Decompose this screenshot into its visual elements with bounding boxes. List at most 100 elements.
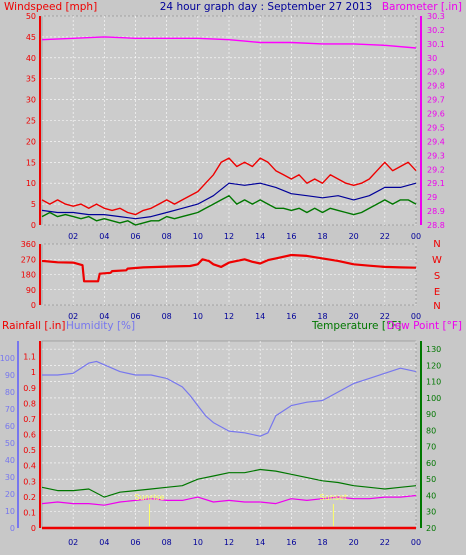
direction-y-tick-label: 270 [21,255,36,264]
direction-x-tick-label: 20 [349,312,359,321]
wind-axis-title: Windspeed [mph] [4,1,97,13]
climate-x-tick-label: 00 [411,538,421,547]
wind-x-tick-label: 22 [380,232,390,241]
humidity-tick-label: 10 [5,507,15,516]
direction-y-tick-label: 180 [21,271,36,280]
barometer-tick-label: 29.8 [427,82,445,91]
direction-x-tick-label: 18 [317,312,327,321]
rainfall-tick-label: 0 [31,524,36,533]
climate-x-tick-label: 08 [162,538,172,547]
barometer-tick-label: 30.2 [427,26,445,35]
compass-label-N: N [433,239,440,250]
wind-x-tick-label: 04 [99,232,109,241]
climate-x-tick-label: 06 [130,538,140,547]
temperature-tick-label: 130 [426,345,441,354]
wind-y-tick-label: 40 [26,54,36,63]
temperature-tick-label: 30 [426,508,436,517]
barometer-tick-label: 28.9 [427,207,445,216]
dewpoint-line [41,494,417,506]
humidity-tick-label: 90 [5,371,15,380]
direction-x-tick-label: 22 [380,312,390,321]
barometer-tick-label: 29.3 [427,151,445,160]
barometer-tick-label: 29.9 [427,68,445,77]
barometer-axis-title: Barometer [.in] [382,1,462,13]
direction-x-tick-label: 10 [193,312,203,321]
wind-y-tick-label: 30 [26,96,36,105]
barometer-tick-label: 29.2 [427,165,445,174]
rainfall-tick-label: 0.8 [23,399,36,408]
direction-x-tick-label: 16 [286,312,296,321]
rainfall-tick-label: 0.1 [23,508,36,517]
climate-x-tick-label: 20 [349,538,359,547]
temperature-line [41,468,417,498]
barometer-tick-label: 29.7 [427,96,445,105]
compass-label-W: W [432,255,442,266]
data-series [41,36,417,530]
compass-label-S: S [434,271,440,282]
wind-x-tick-label: 18 [317,232,327,241]
chart-title: 24 hour graph day : September 27 2013 [160,1,372,13]
compass-label-E: E [434,287,440,298]
climate-x-tick-label: 18 [317,538,327,547]
wind-direction-line [41,253,417,283]
direction-x-tick-label: 02 [68,312,78,321]
wind-x-tick-label: 00 [411,232,421,241]
sunset-label: Sunset [320,493,347,502]
wind-gust-line [41,157,417,216]
wind-average-line [41,182,417,220]
temperature-tick-label: 80 [426,426,436,435]
rainfall-tick-label: 0.3 [23,477,36,486]
axes [17,16,422,528]
wind-speed-line [41,194,417,226]
barometer-tick-label: 28.8 [427,221,445,230]
wind-x-tick-label: 16 [286,232,296,241]
wind-y-tick-label: 5 [31,200,36,209]
wind-y-tick-label: 0 [31,221,36,230]
barometer-tick-label: 29.5 [427,123,445,132]
humidity-tick-label: 60 [5,422,15,431]
climate-x-tick-label: 12 [224,538,234,547]
wind-y-tick-label: 10 [26,179,36,188]
humidity-tick-label: 0 [10,524,15,533]
wind-x-tick-label: 12 [224,232,234,241]
direction-x-tick-label: 12 [224,312,234,321]
climate-x-tick-label: 16 [286,538,296,547]
humidity-tick-label: 70 [5,405,15,414]
wind-x-tick-label: 10 [193,232,203,241]
wind-y-tick-label: 15 [26,158,36,167]
barometer-tick-label: 29.1 [427,179,445,188]
wind-y-tick-label: 35 [26,75,36,84]
wind-y-tick-label: 25 [26,117,36,126]
wind-x-tick-label: 08 [162,232,172,241]
direction-x-tick-label: 04 [99,312,109,321]
barometer-tick-label: 30.1 [427,40,445,49]
temperature-tick-label: 100 [426,394,441,403]
grid-lines [42,15,417,529]
humidity-line [42,360,417,437]
barometer-tick-label: 30.3 [427,12,445,21]
humidity-tick-label: 20 [5,490,15,499]
temperature-tick-label: 20 [426,524,436,533]
wind-y-tick-label: 20 [26,137,36,146]
temperature-tick-label: 50 [426,475,436,484]
wind-y-tick-label: 45 [26,33,36,42]
direction-y-tick-label: 90 [26,286,36,295]
dewpoint-axis-title: Dew Point [°F] [387,320,462,332]
humidity-tick-label: 30 [5,473,15,482]
rainfall-tick-label: 0.6 [23,431,36,440]
humidity-tick-label: 100 [0,354,15,363]
climate-x-tick-label: 10 [193,538,203,547]
direction-y-tick-label: 360 [21,240,36,249]
wind-y-tick-label: 50 [26,12,36,21]
temperature-tick-label: 110 [426,378,441,387]
rainfall-tick-label: 0.5 [23,446,36,455]
wind-x-tick-label: 20 [349,232,359,241]
rainfall-tick-label: 0.9 [23,384,36,393]
rainfall-tick-label: 0.7 [23,415,36,424]
direction-x-tick-label: 08 [162,312,172,321]
temperature-axis-title: Temperature [°F] [311,320,401,332]
temperature-tick-label: 90 [426,410,436,419]
temperature-tick-label: 40 [426,491,436,500]
humidity-tick-label: 50 [5,439,15,448]
